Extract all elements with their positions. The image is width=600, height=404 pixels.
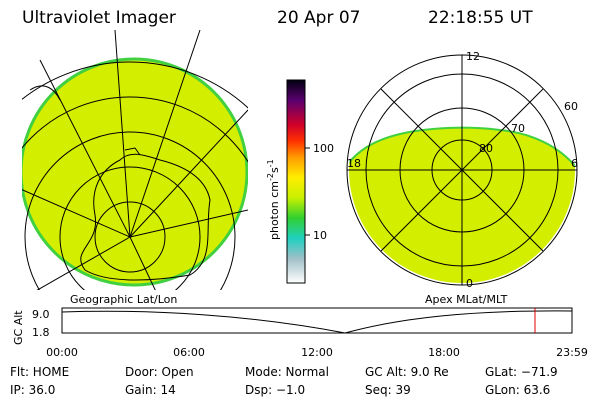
status-item: GLat: −71.9 <box>485 365 558 379</box>
mlt-label: 12 <box>466 50 480 63</box>
time-tick: 00:00 <box>46 346 78 359</box>
label-part: -1 <box>266 159 275 167</box>
status-item: Mode: Normal <box>245 365 329 379</box>
status-item: Dsp: −1.0 <box>245 383 305 397</box>
altitude-tick: 9.0 <box>32 308 50 321</box>
time: 22:18:55 UT <box>428 8 533 28</box>
altitude-frame <box>61 307 573 334</box>
lat-label: 80 <box>479 142 493 155</box>
label-part: s <box>268 167 281 173</box>
geo-caption: Geographic Lat/Lon <box>70 293 177 306</box>
status-item: GLon: 63.6 <box>485 383 550 397</box>
colorbar-label: photon cm-2s-1 <box>266 159 281 240</box>
status-item: GC Alt: 9.0 Re <box>365 365 449 379</box>
lat-label: 70 <box>511 122 525 135</box>
mlt-label: 18 <box>347 157 361 170</box>
lat-label: 60 <box>564 100 578 113</box>
status-item: Seq: 39 <box>365 383 411 397</box>
time-tick: 06:00 <box>173 346 205 359</box>
altitude-curve <box>61 310 573 334</box>
colorbar-tick-label: 10 <box>313 229 327 242</box>
altitude-label: GC Alt <box>12 310 25 345</box>
time-tick: 18:00 <box>428 346 460 359</box>
colorbar-tick-label: 100 <box>313 142 334 155</box>
colorbar <box>286 79 306 284</box>
label-part: -2 <box>266 173 275 181</box>
polar-caption: Apex MLat/MLT <box>425 293 508 306</box>
time-tick: 12:00 <box>301 346 333 359</box>
status-item: Flt: HOME <box>10 365 69 379</box>
geo-map <box>22 30 248 290</box>
label-part: photon cm <box>268 181 281 240</box>
status: Flt: HOME Door: Open Mode: Normal GC Alt… <box>10 365 558 397</box>
status-item: Gain: 14 <box>125 383 176 397</box>
polar-map: 12 18 6 0 60 70 80 <box>346 50 578 290</box>
altitude-tick: 1.8 <box>32 326 50 339</box>
status-item: IP: 36.0 <box>10 383 55 397</box>
status-item: Door: Open <box>125 365 194 379</box>
mlt-label: 0 <box>466 277 473 290</box>
title: Ultraviolet Imager <box>22 8 176 28</box>
time-tick: 23:59 <box>556 346 588 359</box>
date: 20 Apr 07 <box>277 8 360 28</box>
mlt-label: 6 <box>571 157 578 170</box>
